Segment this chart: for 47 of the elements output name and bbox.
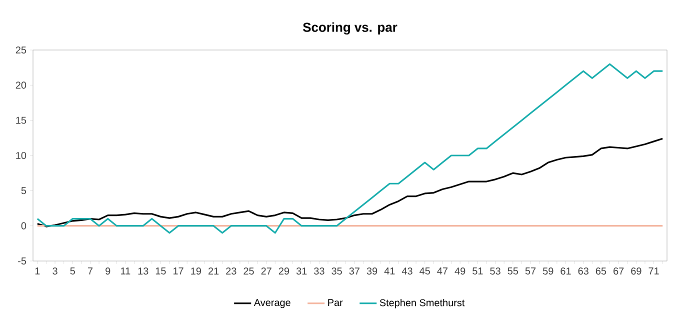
- x-tick-label: 1: [35, 268, 40, 274]
- x-tick-label: 47: [437, 268, 448, 274]
- y-tick-label: 5: [21, 187, 26, 194]
- x-tick-label: 35: [332, 268, 342, 275]
- x-tick-label: 69: [631, 268, 642, 275]
- x-tick-label: 33: [314, 268, 324, 275]
- legend-label: Average: [254, 299, 290, 308]
- x-tick-label: 45: [420, 268, 430, 274]
- x-tick-label: 67: [614, 268, 624, 275]
- x-tick-label: 5: [70, 268, 75, 274]
- x-tick-label: 53: [490, 268, 500, 275]
- legend-label: Stephen Smethurst: [380, 298, 465, 308]
- y-tick-label: -5: [18, 258, 26, 264]
- x-tick-label: 25: [244, 268, 254, 275]
- x-tick-label: 37: [349, 268, 360, 275]
- x-tick-label: 39: [366, 268, 378, 275]
- x-tick-label: 31: [296, 268, 307, 275]
- x-tick-label: 55: [508, 268, 518, 274]
- x-tick-label: 43: [402, 268, 412, 275]
- y-tick-label: 0: [21, 222, 26, 230]
- x-tick-label: 13: [138, 268, 148, 275]
- x-tick-label: 15: [156, 268, 166, 274]
- y-tick-label: 25: [16, 46, 26, 54]
- x-tick-label: 65: [596, 268, 606, 275]
- x-tick-label: 21: [208, 268, 219, 274]
- x-tick-label: 23: [226, 268, 236, 275]
- y-tick-label: 20: [16, 82, 26, 89]
- x-tick-label: 59: [542, 268, 554, 275]
- y-tick-label: 15: [16, 116, 26, 124]
- chart-title: Scoring vs. par: [302, 22, 398, 35]
- x-tick-label: 11: [121, 268, 130, 274]
- legend-label: Par: [328, 299, 343, 306]
- x-tick-label: 63: [578, 268, 588, 275]
- x-tick-label: 57: [525, 268, 536, 274]
- x-tick-label: 7: [88, 268, 93, 274]
- x-tick-label: 29: [278, 268, 290, 275]
- x-tick-label: 71: [648, 268, 659, 274]
- x-tick-label: 3: [52, 268, 58, 275]
- x-tick-label: 17: [174, 268, 184, 274]
- x-tick-label: 61: [560, 268, 571, 275]
- x-tick-label: 19: [191, 268, 201, 275]
- x-tick-label: 41: [384, 268, 395, 274]
- y-tick-label: 10: [16, 152, 26, 160]
- x-tick-label: 9: [106, 268, 110, 275]
- x-tick-label: 51: [472, 268, 483, 274]
- x-tick-label: 49: [454, 268, 466, 275]
- x-tick-label: 27: [261, 268, 272, 274]
